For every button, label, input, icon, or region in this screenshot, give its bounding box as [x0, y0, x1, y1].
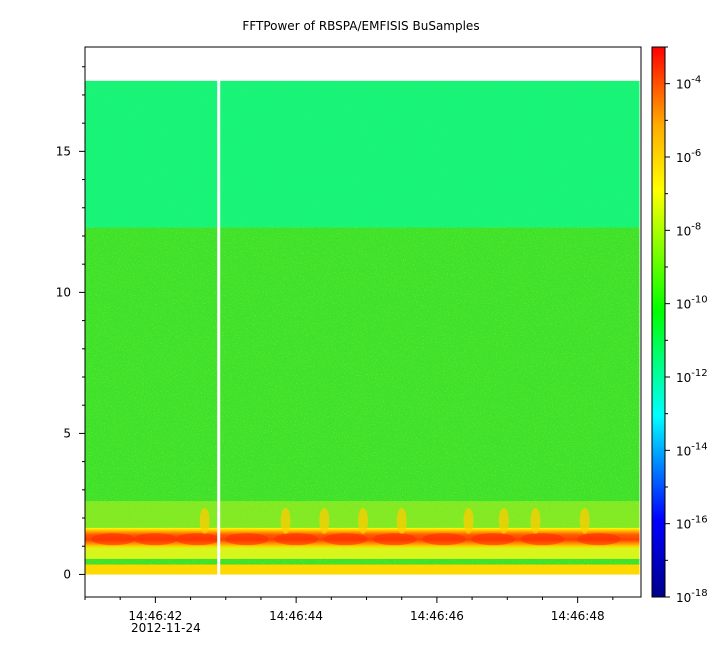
- x-tick-label: 14:46:48: [551, 609, 605, 623]
- x-tick-label: 14:46:42: [128, 609, 182, 623]
- chart-title: FFTPower of RBSPA/EMFISIS BuSamples: [242, 19, 479, 33]
- band-intensification: [323, 533, 368, 546]
- data-gap: [217, 80, 221, 575]
- burst-feature: [396, 507, 407, 534]
- band-intensification: [471, 533, 516, 546]
- x-tick-label: 14:46:44: [269, 609, 323, 623]
- colorbar: [651, 46, 666, 598]
- band-intensification: [175, 533, 220, 546]
- band-intensification: [224, 533, 269, 546]
- burst-feature: [530, 507, 541, 534]
- colorbar-tick-label: 10-10: [676, 295, 708, 312]
- band-intensification: [372, 533, 417, 546]
- burst-feature: [498, 507, 509, 534]
- colorbar-axis: 10-4 10-6 10-8 10-10 10-12 10-14 10-16 10-18: [665, 46, 708, 605]
- data-gap: [639, 80, 641, 575]
- burst-feature: [463, 507, 474, 534]
- burst-feature: [280, 507, 291, 534]
- band-intensification: [91, 533, 136, 546]
- x-tick-label: 14:46:46: [410, 609, 464, 623]
- colorbar-tick-label: 10-4: [676, 75, 701, 92]
- colorbar-tick-label: 10-16: [676, 515, 708, 532]
- band-intensification: [421, 533, 466, 546]
- plot-area: [85, 80, 641, 575]
- date-label: 2012-11-24: [131, 621, 201, 635]
- burst-feature: [319, 507, 330, 534]
- y-tick-label: 10: [56, 285, 71, 299]
- colorbar-tick-label: 10-18: [676, 588, 708, 605]
- band-intensification: [274, 533, 319, 546]
- burst-feature: [199, 507, 210, 534]
- y-tick-label: 0: [63, 567, 71, 581]
- colorbar-tick-label: 10-6: [676, 148, 701, 165]
- y-tick-label: 15: [56, 144, 71, 158]
- colorbar-tick-label: 10-14: [676, 441, 708, 458]
- burst-feature: [358, 507, 368, 534]
- plot-frame: [84, 46, 642, 598]
- band-intensification: [576, 533, 621, 546]
- band-intensification: [133, 533, 178, 546]
- sub-band: [85, 547, 641, 559]
- burst-feature: [579, 507, 590, 534]
- x-axis: 14:46:42 14:46:44 14:46:46 14:46:48: [84, 597, 614, 623]
- y-tick-label: 5: [63, 426, 71, 440]
- noise-overlay-upper: [85, 80, 641, 228]
- bottom-band: [85, 564, 641, 575]
- y-axis: 0 5 10 15: [56, 66, 85, 581]
- band-intensification: [520, 533, 565, 546]
- colorbar-tick-label: 10-8: [676, 221, 701, 238]
- colorbar-tick-label: 10-12: [676, 368, 708, 385]
